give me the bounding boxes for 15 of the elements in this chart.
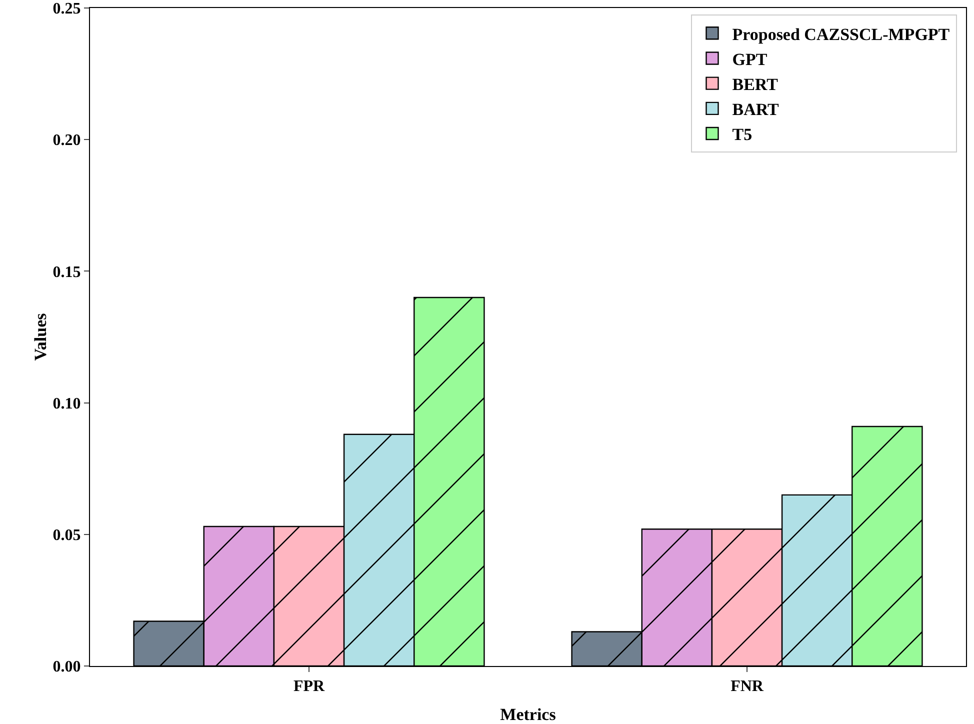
y-tick-label: 0.25 bbox=[52, 0, 81, 18]
legend-label: BART bbox=[732, 100, 780, 120]
legend-label: T5 bbox=[732, 125, 752, 144]
y-tick-label: 0.10 bbox=[52, 395, 81, 412]
y-tick-label: 0.05 bbox=[52, 527, 81, 544]
y-axis-title: Values bbox=[31, 312, 50, 361]
legend-label: BERT bbox=[732, 74, 779, 94]
x-tick-label: FPR bbox=[293, 678, 325, 696]
x-tick-label: FNR bbox=[730, 678, 764, 696]
y-tick-label: 0.15 bbox=[52, 264, 81, 281]
y-tick-label: 0.20 bbox=[52, 132, 81, 150]
x-axis-title: Metrics bbox=[500, 705, 556, 724]
legend-label: Proposed CAZSSCL-MPGPT bbox=[732, 24, 950, 44]
y-tick-label: 0.00 bbox=[52, 658, 81, 676]
legend-label: GPT bbox=[732, 50, 768, 69]
